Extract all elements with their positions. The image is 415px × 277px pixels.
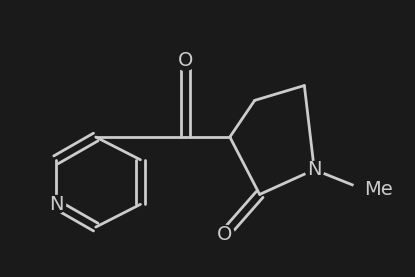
- Text: O: O: [178, 51, 193, 70]
- Text: Me: Me: [364, 180, 393, 199]
- Text: N: N: [49, 195, 63, 214]
- Text: O: O: [217, 225, 232, 243]
- Text: N: N: [307, 160, 322, 179]
